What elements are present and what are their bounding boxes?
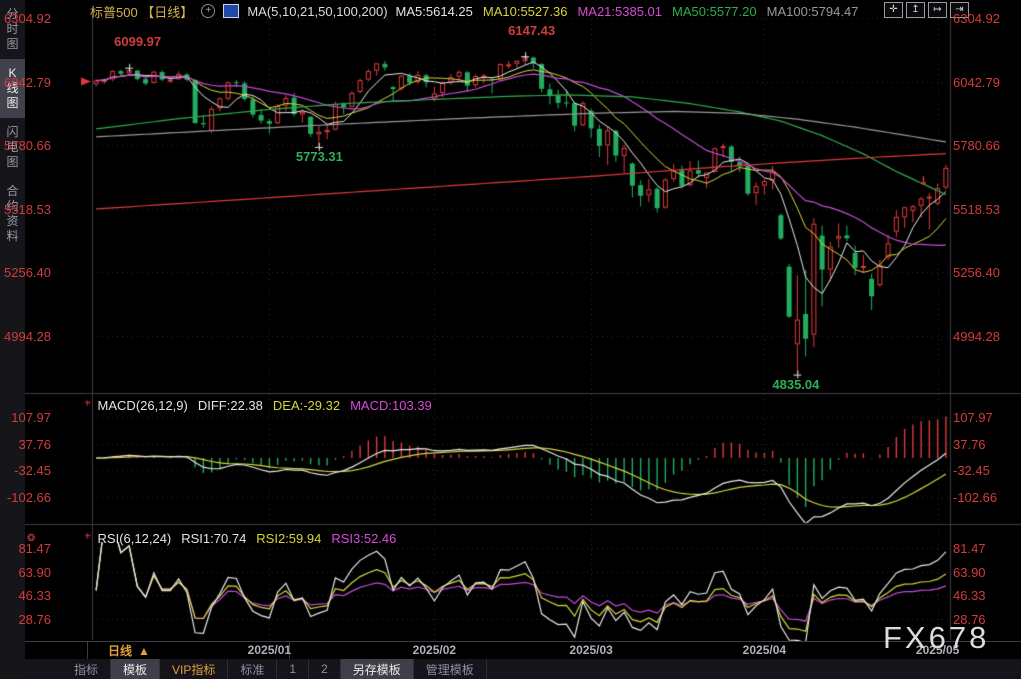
price-annotation: 4835.04 bbox=[772, 376, 820, 392]
toolbar-tab-2[interactable]: 2 bbox=[309, 659, 341, 679]
axis-tick-label: 46.33 bbox=[953, 588, 986, 604]
axis-tick-label: 5518.53 bbox=[953, 201, 1000, 217]
scale-vertical-icon[interactable]: ↥ bbox=[906, 2, 925, 18]
ma-value-label: MA5:5614.25 bbox=[395, 3, 473, 19]
axis-tick-label: 6304.92 bbox=[4, 11, 51, 26]
date-label-2025/03: 2025/03 bbox=[569, 643, 613, 657]
date-label-2025/05: 2025/05 bbox=[915, 643, 960, 657]
toolbar-tab-VIP指标[interactable]: VIP指标 bbox=[160, 659, 229, 679]
chart-legend: 标普500 【日线】 + MA(5,10,21,50,100,200) MA5:… bbox=[90, 3, 859, 20]
macd-macd-value: MACD:103.39 bbox=[350, 398, 432, 413]
axis-tick-label: 28.76 bbox=[953, 612, 986, 627]
axis-tick-label: -32.45 bbox=[14, 463, 51, 479]
chart-canvas[interactable] bbox=[25, 0, 1021, 641]
rsi-header: ✳ RSI(6,12,24) RSI1:70.74 RSI2:59.94 RSI… bbox=[84, 531, 396, 546]
rsi3-value: RSI3:52.46 bbox=[331, 531, 397, 546]
ma-value-label: MA100:5794.47 bbox=[766, 3, 859, 19]
axis-tick-label: 107.97 bbox=[953, 409, 993, 425]
time-axis-row: 日线 ▲ 2025/01 2025/02 2025/03 2025/04 2025/05 bbox=[25, 641, 1021, 660]
ma-value-label: MA21:5385.01 bbox=[577, 3, 663, 19]
sidebar-item-合约资料[interactable]: 合约资料 bbox=[6, 184, 19, 243]
axis-tick-label: 6042.79 bbox=[4, 74, 51, 90]
macd-dea-value: DEA:-29.32 bbox=[272, 398, 341, 413]
axis-tick-label: 4994.28 bbox=[4, 329, 51, 344]
axis-tick-label: 46.33 bbox=[18, 588, 51, 604]
period-label: 日线 bbox=[108, 643, 133, 658]
symbol-title: 标普500 【日线】 bbox=[90, 4, 194, 20]
price-annotation: 5773.31 bbox=[295, 148, 343, 164]
toolbar-tab-管理模板[interactable]: 管理模板 bbox=[414, 659, 487, 679]
axis-tick-label: 5780.66 bbox=[953, 138, 1000, 154]
ma-values: MA5:5614.25 MA10:5527.36 MA21:5385.01 MA50:… bbox=[396, 4, 859, 19]
shift-right-icon[interactable]: ⇥ bbox=[950, 2, 969, 18]
axis-tick-label: 28.76 bbox=[18, 612, 51, 627]
rsi1-value: RSI1:70.74 bbox=[181, 531, 247, 546]
axis-tick-label: 81.47 bbox=[18, 541, 51, 556]
axis-tick-label: -102.66 bbox=[953, 489, 998, 505]
date-label-2025/01: 2025/01 bbox=[247, 643, 292, 657]
axis-tick-label: 5256.40 bbox=[953, 265, 1000, 281]
price-annotation: 6147.43 bbox=[508, 23, 556, 39]
axis-tick-label: 63.90 bbox=[953, 564, 986, 580]
axis-tick-label: 63.90 bbox=[18, 564, 51, 580]
toolbar-tab-1[interactable]: 1 bbox=[277, 659, 310, 679]
period-selector[interactable]: 日线 ▲ bbox=[87, 642, 290, 659]
pan-crosshair-icon[interactable]: ✛ bbox=[884, 2, 903, 18]
axis-tick-label: 5256.40 bbox=[4, 265, 51, 281]
chart-corner-toolbar: ✛ ↥ ↦ ⇥ bbox=[884, 2, 969, 18]
sidebar-item-闪电图[interactable]: 闪电图 bbox=[6, 125, 19, 169]
period-dropdown-arrow-icon: ▲ bbox=[138, 643, 150, 658]
kline-chart-icon[interactable] bbox=[223, 4, 240, 18]
watermark: FX678 bbox=[883, 620, 990, 655]
scale-horizontal-icon[interactable]: ↦ bbox=[928, 2, 947, 18]
date-label-2025/04: 2025/04 bbox=[742, 643, 787, 657]
price-annotation: 6099.97 bbox=[114, 33, 162, 49]
axis-tick-label: 81.47 bbox=[953, 541, 986, 556]
ma-formula-label: MA(5,10,21,50,100,200) bbox=[247, 3, 388, 19]
axis-tick-label: 4994.28 bbox=[953, 329, 1000, 344]
axis-tick-label: 5780.66 bbox=[4, 138, 51, 154]
macd-header: ✳ MACD(26,12,9) DIFF:22.38 DEA:-29.32 MA… bbox=[84, 398, 432, 413]
axis-tick-label: 107.97 bbox=[11, 409, 51, 425]
ma-value-label: MA50:5577.20 bbox=[672, 3, 757, 19]
axis-tick-label: -102.66 bbox=[6, 489, 51, 505]
date-label-2025/02: 2025/02 bbox=[412, 643, 457, 657]
indicator-marker-icon: ✳ bbox=[84, 531, 92, 541]
add-compare-icon[interactable]: + bbox=[201, 4, 216, 18]
axis-tick-label: 6042.79 bbox=[953, 74, 1000, 90]
toolbar-tab-另存模板[interactable]: 另存模板 bbox=[340, 659, 414, 679]
macd-diff-value: DIFF:22.38 bbox=[197, 398, 263, 413]
axis-tick-label: 6304.92 bbox=[953, 11, 1000, 26]
toolbar-tab-模板[interactable]: 模板 bbox=[111, 659, 161, 679]
sidebar-item-分时图[interactable]: 分时图 bbox=[6, 7, 19, 51]
toolbar-tab-指标[interactable]: 指标 bbox=[62, 659, 112, 679]
rsi-title: RSI(6,12,24) bbox=[97, 531, 172, 546]
ma-value-label: MA10:5527.36 bbox=[482, 3, 568, 19]
rsi2-value: RSI2:59.94 bbox=[256, 531, 322, 546]
panel-marker-icon: ❂ bbox=[27, 533, 36, 544]
axis-tick-label: -32.45 bbox=[953, 463, 990, 479]
bottom-toolbar: 指标 模板 VIP指标 标准 1 2 另存模板 管理模板 bbox=[25, 659, 1021, 679]
indicator-marker-icon: ✳ bbox=[84, 398, 92, 408]
macd-title: MACD(26,12,9) bbox=[97, 398, 188, 413]
axis-tick-label: 37.76 bbox=[18, 436, 51, 452]
axis-tick-label: 37.76 bbox=[953, 436, 986, 452]
toolbar-tab-标准[interactable]: 标准 bbox=[228, 659, 278, 679]
axis-tick-label: 5518.53 bbox=[4, 201, 51, 217]
